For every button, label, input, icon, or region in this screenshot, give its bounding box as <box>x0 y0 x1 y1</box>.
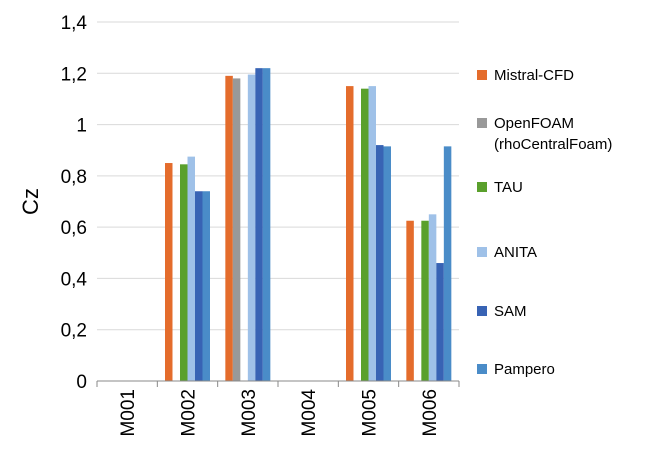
bar-sam-m003 <box>255 68 263 382</box>
bar-anita-m002 <box>187 156 195 381</box>
legend-swatch <box>477 182 487 192</box>
bar-tau-m005 <box>361 88 369 382</box>
legend-label: SAM <box>494 303 527 320</box>
bar-pampero-m005 <box>383 146 391 381</box>
y-axis-title: Cz <box>18 188 43 215</box>
x-category-label: M001 <box>118 389 139 437</box>
y-tick-labels: 0 0,2 0,4 0,6 0,8 1 1,2 1,4 <box>61 13 88 393</box>
legend-swatch <box>477 306 487 316</box>
bar-mistral-cfd-m006 <box>406 220 414 381</box>
legend-label: Pampero <box>494 361 555 378</box>
legend-swatch <box>477 247 487 257</box>
bar-mistral-cfd-m005 <box>346 86 354 381</box>
legend: Mistral-CFD OpenFOAM (rhoCentralFoam) TAU AN… <box>477 67 612 378</box>
y-tick-label: 0,2 <box>61 321 87 342</box>
y-tick-label: 0,6 <box>61 218 87 239</box>
bar-pampero-m006 <box>443 146 452 381</box>
bar-pampero-m002 <box>202 191 210 381</box>
x-category-label: M006 <box>420 389 441 437</box>
x-category-label: M002 <box>179 389 200 437</box>
y-tick-label: 1 <box>76 116 87 137</box>
legend-label: TAU <box>494 179 523 196</box>
legend-swatch <box>477 70 487 80</box>
x-category-labels: M001 M002 M003 M004 M005 M006 <box>96 381 460 437</box>
y-tick-label: 1,4 <box>61 13 88 34</box>
bar-openfoam-rhocentralfoam-m003 <box>232 78 241 382</box>
bar-sam-m005 <box>376 145 384 381</box>
y-tick-label: 0 <box>76 372 87 393</box>
bar-anita-m005 <box>368 86 376 381</box>
gridlines <box>97 21 459 331</box>
y-tick-label: 0,8 <box>61 167 87 188</box>
bar-anita-m006 <box>428 214 437 381</box>
bars <box>165 68 452 382</box>
legend-swatch <box>477 364 487 374</box>
legend-label: ANITA <box>494 244 537 261</box>
x-category-label: M005 <box>360 389 381 437</box>
y-tick-label: 0,4 <box>61 269 88 290</box>
bar-tau-m006 <box>421 220 429 381</box>
legend-label: Mistral-CFD <box>494 67 574 84</box>
legend-swatch <box>477 118 487 128</box>
bar-sam-m006 <box>436 263 444 381</box>
x-category-label: M003 <box>239 389 260 437</box>
bar-sam-m002 <box>195 191 203 381</box>
legend-label: (rhoCentralFoam) <box>494 136 612 153</box>
bar-pampero-m003 <box>262 68 271 382</box>
x-category-label: M004 <box>299 389 320 437</box>
bar-anita-m003 <box>247 74 256 381</box>
y-tick-label: 1,2 <box>61 64 87 85</box>
legend-label: OpenFOAM <box>494 115 574 132</box>
bar-mistral-cfd-m002 <box>165 163 173 381</box>
bar-tau-m002 <box>180 164 188 381</box>
bar-mistral-cfd-m003 <box>225 75 233 381</box>
